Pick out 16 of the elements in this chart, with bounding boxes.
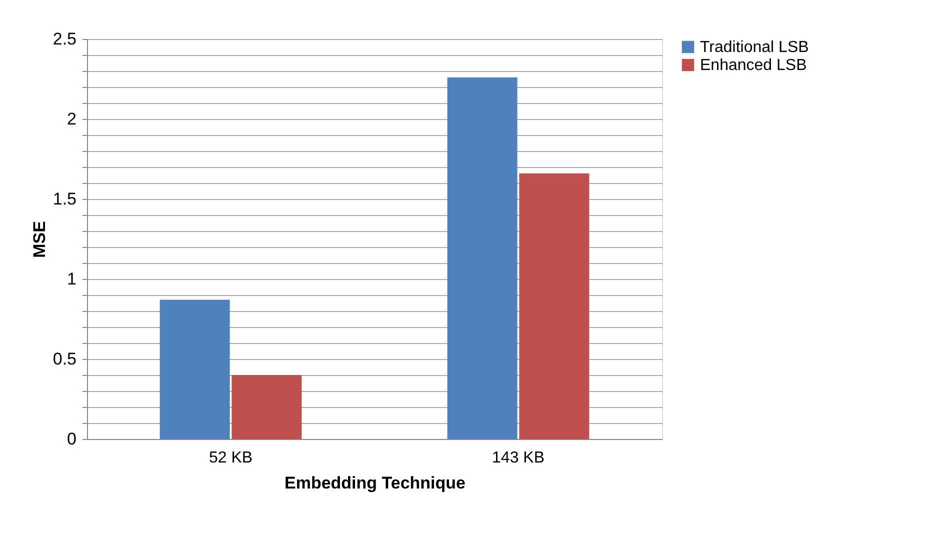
- bar: [519, 173, 590, 439]
- y-tick-label: 0: [67, 430, 76, 448]
- y-axis-title: MSE: [30, 221, 49, 258]
- legend-label: Enhanced LSB: [700, 57, 807, 74]
- bar: [232, 375, 302, 439]
- bar: [160, 300, 230, 439]
- x-tick-label: 143 KB: [492, 450, 544, 466]
- y-tick-label: 1: [67, 270, 76, 288]
- y-tick-label: 1.5: [52, 190, 76, 208]
- bar: [447, 77, 518, 439]
- x-tick-label: 52 KB: [208, 450, 253, 466]
- y-tick-label: 2.5: [52, 30, 76, 48]
- x-axis-title: Embedding Technique: [284, 474, 466, 492]
- legend-label: Traditional LSB: [700, 39, 809, 56]
- y-tick-label: 0.5: [52, 350, 76, 368]
- y-tick-label: 2: [67, 110, 76, 128]
